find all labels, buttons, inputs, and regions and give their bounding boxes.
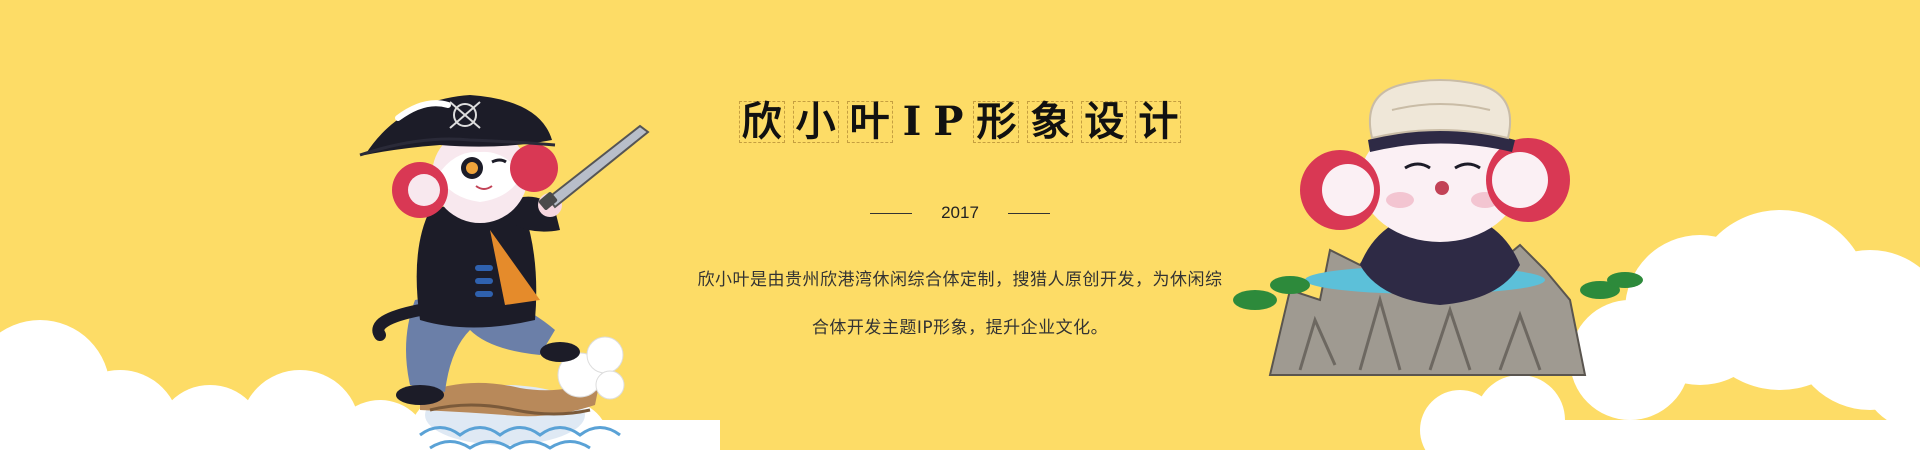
year-divider-right	[1007, 212, 1050, 214]
title-char: 叶	[846, 101, 893, 143]
wave-base	[419, 336, 625, 450]
title-char: 象	[1027, 101, 1074, 143]
title-char: P	[933, 98, 964, 145]
page-title: 欣 小 叶 I P 形 象 设 计	[720, 96, 1200, 148]
right-clouds	[1420, 210, 1920, 450]
description: 欣小叶是由贵州欣港湾休闲综合体定制，搜猎人原创开发，为休闲综 合体开发主题IP形…	[660, 256, 1260, 352]
year-label: 2017	[941, 203, 979, 222]
sword-icon	[538, 124, 650, 210]
description-line-2: 合体开发主题IP形象，提升企业文化。	[811, 318, 1109, 338]
description-line-1: 欣小叶是由贵州欣港湾休闲综合体定制，搜猎人原创开发，为休闲综	[697, 270, 1223, 290]
pirate-hat-icon	[359, 95, 556, 157]
chef-hat-mascot-on-rocks	[1233, 79, 1643, 376]
title-char: I	[902, 98, 922, 145]
year-row: 2017	[870, 198, 1050, 228]
title-char: 计	[1135, 101, 1182, 143]
title-char: 欣	[738, 101, 785, 143]
year-divider-left	[870, 212, 912, 214]
pirate-cat-mascot	[359, 95, 650, 450]
title-char: 小	[792, 101, 839, 143]
title-char: 形	[973, 101, 1020, 143]
title-char: 设	[1081, 101, 1128, 143]
